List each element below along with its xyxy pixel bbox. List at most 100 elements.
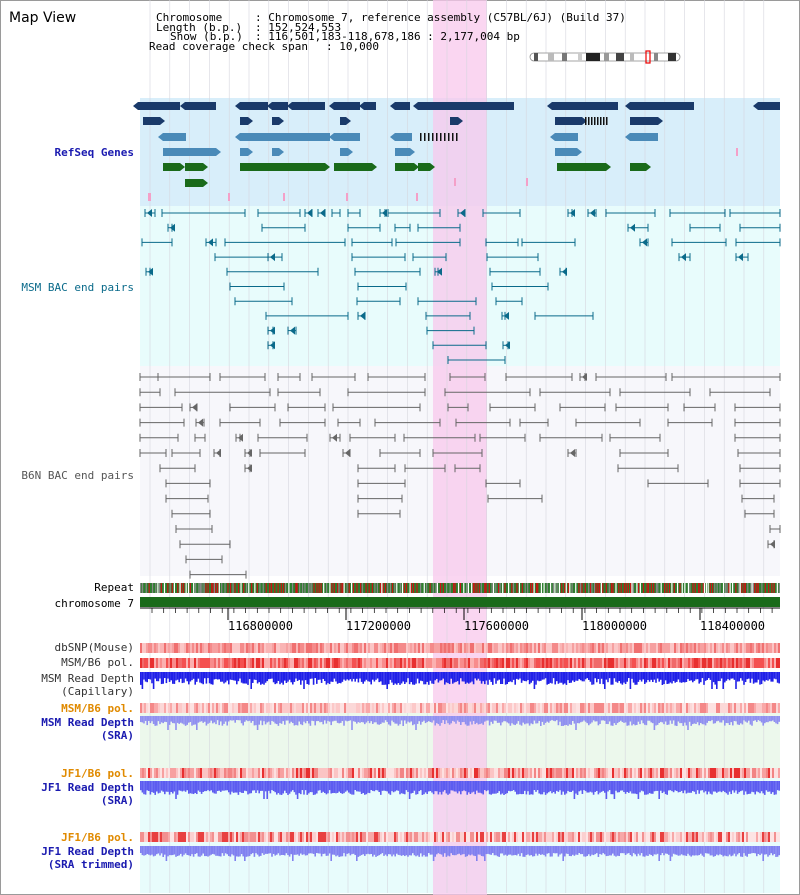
heat-cell	[510, 832, 512, 842]
depth-bar	[602, 846, 604, 854]
repeat-element	[722, 583, 725, 593]
track-label-jf1-b6-pol[interactable]: JF1/B6 pol.	[61, 767, 134, 780]
heat-cell	[622, 643, 624, 653]
heat-cell	[384, 768, 386, 778]
heat-cell	[186, 703, 188, 713]
depth-bar	[442, 672, 444, 679]
heat-cell	[548, 832, 550, 842]
track-label-msm-depth-sra-1[interactable]: MSM Read Depth	[41, 716, 134, 729]
track-label-msm-bac[interactable]: MSM BAC end pairs	[21, 281, 134, 294]
heat-cell	[646, 768, 648, 778]
depth-bar	[260, 846, 262, 856]
repeat-element	[739, 583, 741, 593]
depth-bar	[168, 672, 171, 682]
depth-bar	[685, 781, 688, 794]
depth-bar	[554, 781, 556, 794]
heat-cell	[718, 768, 720, 778]
depth-bar	[202, 781, 204, 792]
heat-cell	[440, 703, 442, 713]
depth-bar	[168, 846, 171, 856]
depth-bar	[628, 672, 630, 679]
depth-bar	[327, 781, 329, 794]
heat-cell	[346, 643, 348, 653]
heat-cell	[246, 643, 248, 653]
heat-cell	[626, 703, 628, 713]
depth-bar	[493, 846, 496, 856]
track-label-b6n-bac[interactable]: B6N BAC end pairs	[21, 469, 134, 482]
depth-bar	[605, 781, 608, 799]
heat-cell	[174, 768, 176, 778]
depth-bar	[613, 781, 616, 799]
repeat-element	[498, 583, 500, 593]
heat-cell	[416, 832, 418, 842]
depth-bar	[674, 716, 676, 726]
heat-cell	[626, 658, 628, 668]
depth-bar	[460, 846, 462, 856]
depth-bar	[479, 672, 481, 681]
heat-cell	[198, 658, 200, 668]
heat-cell	[436, 658, 438, 668]
gene-exon	[552, 102, 618, 110]
heat-cell	[658, 832, 660, 842]
depth-bar	[629, 672, 632, 689]
gene-exon	[240, 133, 262, 141]
depth-bar	[512, 672, 515, 680]
depth-bar	[279, 672, 281, 685]
depth-bar	[624, 781, 627, 794]
heat-cell	[300, 768, 302, 778]
heat-cell	[288, 832, 290, 842]
heat-cell	[564, 643, 566, 653]
depth-bar	[293, 716, 296, 726]
gene-arrow	[216, 148, 221, 156]
heat-cell	[198, 832, 200, 842]
depth-bar	[578, 846, 580, 854]
track-label-msm-b6-pol-sra[interactable]: MSM/B6 pol.	[61, 702, 134, 715]
depth-bar	[672, 716, 675, 721]
depth-bar	[664, 716, 667, 722]
repeat-element	[647, 583, 650, 593]
heat-cell	[610, 768, 612, 778]
repeat-element	[360, 583, 362, 593]
depth-bar	[146, 781, 148, 791]
depth-bar	[242, 781, 244, 793]
depth-bar	[376, 672, 379, 679]
track-label-msm-depth-capillary-1[interactable]: MSM Read Depth	[41, 672, 134, 685]
heat-cell	[396, 832, 398, 842]
depth-bar	[575, 716, 577, 730]
heat-cell	[284, 832, 286, 842]
depth-bar	[733, 846, 736, 854]
heat-cell	[678, 703, 680, 713]
heat-cell	[426, 703, 428, 713]
depth-bar	[399, 781, 401, 795]
depth-bar	[309, 846, 312, 854]
heat-cell	[190, 703, 192, 713]
heat-cell	[388, 643, 390, 653]
track-label-refseq[interactable]: RefSeq Genes	[54, 146, 134, 159]
depth-bar	[397, 672, 400, 684]
depth-bar	[386, 846, 388, 857]
heat-cell	[666, 703, 668, 713]
heat-cell	[538, 658, 540, 668]
heat-cell	[148, 658, 150, 668]
depth-bar	[384, 716, 387, 721]
depth-bar	[247, 781, 249, 795]
track-label-msm-b6-pol[interactable]: MSM/B6 pol.	[61, 656, 134, 669]
track-label-dbsnp[interactable]: dbSNP(Mouse)	[54, 641, 134, 654]
heat-cell	[480, 643, 482, 653]
depth-bar	[250, 672, 252, 689]
depth-bar	[455, 781, 457, 792]
heat-cell	[306, 832, 308, 842]
heat-cell	[494, 768, 496, 778]
depth-bar	[279, 781, 281, 795]
depth-bar	[767, 672, 769, 681]
depth-bar	[756, 846, 758, 857]
repeat-element	[193, 583, 195, 593]
bac-end-arrow	[642, 238, 647, 247]
depth-bar	[573, 716, 576, 724]
track-label-jf1-depth-trimmed-1[interactable]: JF1 Read Depth	[41, 845, 134, 858]
track-label-jf1-depth-sra-1[interactable]: JF1 Read Depth	[41, 781, 134, 794]
track-label-jf1-b6-pol-trimmed[interactable]: JF1/B6 pol.	[61, 831, 134, 844]
depth-bar	[607, 672, 609, 683]
track-label-repeat[interactable]: Repeat	[94, 581, 134, 594]
